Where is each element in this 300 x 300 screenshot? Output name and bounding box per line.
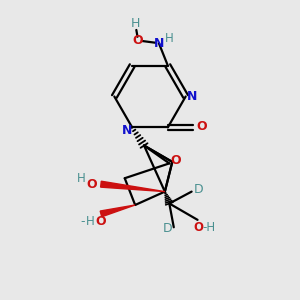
Text: D: D (162, 222, 172, 235)
Text: O: O (133, 34, 143, 47)
Text: N: N (154, 37, 164, 50)
Text: H: H (131, 17, 140, 30)
Text: O: O (170, 154, 181, 167)
Text: H: H (86, 215, 95, 228)
Text: N: N (187, 90, 197, 103)
Text: O: O (193, 221, 203, 234)
Text: H: H (77, 172, 86, 185)
Text: O: O (86, 178, 97, 191)
Text: H: H (165, 32, 174, 45)
Text: N: N (122, 124, 132, 137)
Text: D: D (193, 183, 203, 196)
Text: O: O (196, 120, 207, 133)
Polygon shape (100, 181, 165, 192)
Polygon shape (100, 205, 135, 217)
Text: O: O (96, 215, 106, 228)
Text: -H: -H (202, 221, 215, 234)
Text: -: - (80, 215, 85, 228)
